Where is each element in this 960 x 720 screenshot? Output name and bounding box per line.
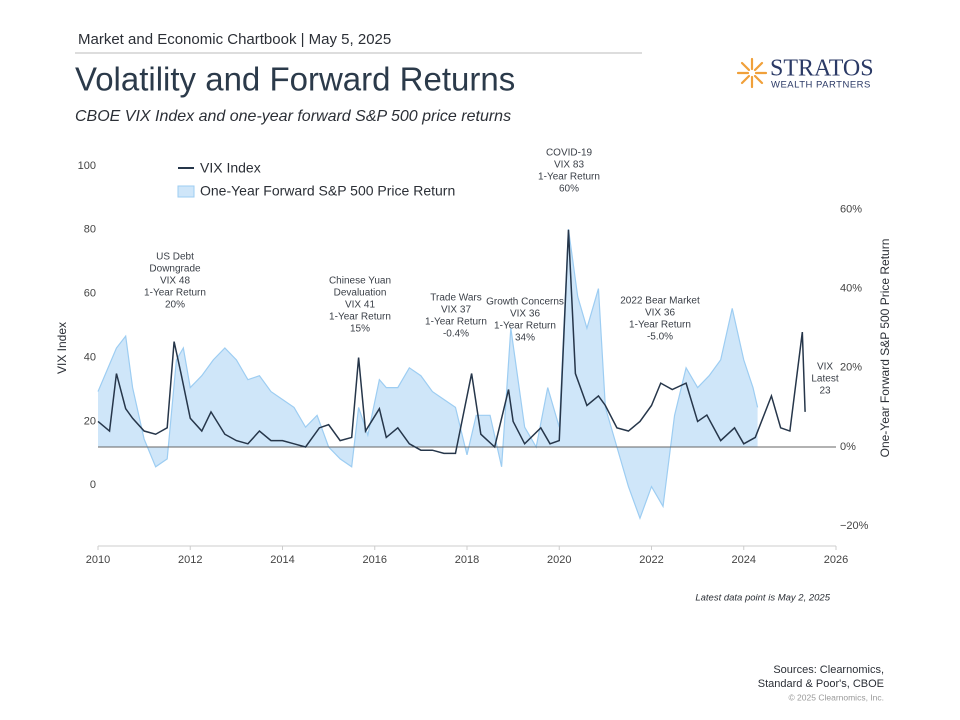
annotation: Chinese Yuan	[329, 276, 391, 287]
annotation: 2022 Bear Market	[620, 296, 700, 307]
legend-label: One-Year Forward S&P 500 Price Return	[200, 183, 455, 199]
annotation: 60%	[559, 184, 579, 195]
annotation: VIX 36	[510, 309, 540, 320]
annotation: VIX 41	[345, 300, 375, 311]
x-tick-label: 2010	[86, 554, 110, 566]
annotation: VIX 83	[554, 160, 584, 171]
chart-title: Volatility and Forward Returns	[75, 61, 515, 98]
annotation: -0.4%	[443, 329, 469, 340]
annotation: US Debt	[156, 252, 194, 263]
source: Sources: Clearnomics,	[773, 664, 884, 676]
annotation: VIX 37	[441, 305, 471, 316]
y-tick-label: 80	[84, 224, 96, 236]
footnote: Latest data point is May 2, 2025	[695, 593, 830, 604]
source: Standard & Poor's, CBOE	[758, 678, 884, 690]
annotation: VIX 48	[160, 276, 190, 287]
y2-tick-label: −20%	[840, 520, 869, 532]
y-tick-label: 40	[84, 351, 96, 363]
y2-tick-label: 20%	[840, 362, 862, 374]
annotation: 1-Year Return	[425, 317, 487, 328]
y-tick-label: 60	[84, 288, 96, 300]
logo-icon	[736, 57, 768, 89]
y-axis-label: VIX Index	[55, 322, 69, 374]
annotation: Trade Wars	[430, 293, 482, 304]
annotation: 34%	[515, 333, 535, 344]
logo-name: STRATOS	[770, 56, 874, 82]
x-tick-label: 2024	[732, 554, 756, 566]
chart-subtitle: CBOE VIX Index and one-year forward S&P …	[75, 108, 511, 125]
annotation: Devaluation	[334, 288, 387, 299]
annotation: VIX 36	[645, 308, 675, 319]
logo-tagline: WEALTH PARTNERS	[771, 80, 871, 91]
annotation: VIX	[817, 362, 833, 373]
x-tick-label: 2012	[178, 554, 202, 566]
y2-tick-label: 60%	[840, 203, 862, 215]
annotation: COVID-19	[546, 148, 593, 159]
annotation: Growth Concerns	[486, 297, 564, 308]
annotation: Downgrade	[149, 264, 201, 275]
x-tick-label: 2020	[547, 554, 571, 566]
y2-axis-label: One-Year Forward S&P 500 Price Return	[878, 239, 892, 458]
legend-swatch	[177, 185, 195, 198]
y-tick-label: 0	[90, 479, 96, 491]
return-area	[98, 229, 758, 519]
return-line	[97, 229, 759, 521]
y2-tick-label: 0%	[840, 441, 856, 453]
y-tick-label: 100	[78, 160, 96, 172]
header: Market and Economic Chartbook | May 5, 2…	[78, 31, 391, 48]
y2-tick-label: 40%	[840, 283, 862, 295]
legend-label: VIX Index	[200, 160, 261, 176]
annotation: 1-Year Return	[144, 288, 206, 299]
annotation: 1-Year Return	[329, 312, 391, 323]
copyright: © 2025 Clearnomics, Inc.	[788, 692, 884, 702]
annotation: 1-Year Return	[538, 172, 600, 183]
annotation: 20%	[165, 300, 185, 311]
x-tick-label: 2014	[270, 554, 294, 566]
x-tick-label: 2026	[824, 554, 848, 566]
y-tick-label: 20	[84, 415, 96, 427]
annotation: 15%	[350, 324, 370, 335]
x-tick-label: 2016	[363, 554, 387, 566]
annotation: 1-Year Return	[629, 320, 691, 331]
vix-line	[97, 229, 806, 455]
x-tick-label: 2018	[455, 554, 479, 566]
x-tick-label: 2022	[639, 554, 663, 566]
annotation: 1-Year Return	[494, 321, 556, 332]
annotation: Latest	[811, 374, 838, 385]
annotation: 23	[819, 386, 831, 397]
annotation: -5.0%	[647, 332, 673, 343]
